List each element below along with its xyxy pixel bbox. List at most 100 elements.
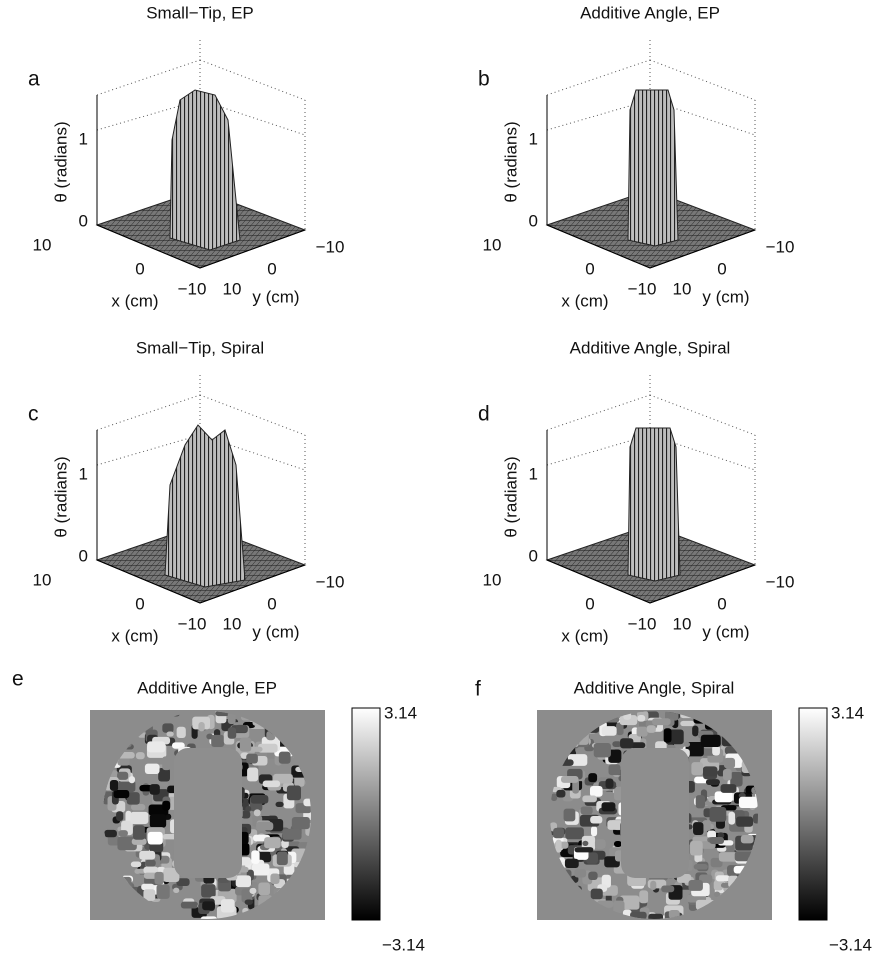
phase-blob: [688, 880, 702, 891]
phase-blob: [114, 790, 130, 798]
phase-blob: [637, 715, 645, 722]
phase-blob: [117, 772, 128, 780]
z-axis-label: θ (radians): [51, 456, 70, 537]
phase-blob: [236, 725, 248, 732]
phase-blob: [555, 840, 561, 853]
phase-blob: [252, 863, 269, 875]
phase-blob: [574, 847, 593, 852]
y-tick-label: −10: [766, 237, 795, 256]
box-line: [200, 60, 305, 100]
panel-letter: e: [12, 668, 24, 691]
phase-blob: [181, 902, 198, 909]
y-axis-label: y (cm): [252, 622, 299, 641]
phase-blob: [690, 841, 703, 856]
z-tick-label: 1: [529, 129, 538, 148]
z-tick-label: 0: [529, 211, 538, 230]
x-tick-label: 0: [135, 259, 144, 278]
phase-blob: [706, 779, 720, 785]
phase-blob: [162, 756, 170, 770]
phase-blob: [116, 811, 123, 821]
panel-letter: a: [28, 68, 40, 91]
phase-blob: [136, 752, 145, 759]
phase-blob: [245, 900, 253, 905]
y-axis-label: y (cm): [702, 622, 749, 641]
box-line: [97, 395, 200, 430]
phase-blob: [240, 738, 251, 752]
phase-blob: [247, 767, 258, 781]
phase-blob: [130, 812, 148, 824]
phase-blob: [736, 816, 753, 826]
phase-blob: [652, 718, 671, 725]
panel-letter: d: [478, 403, 490, 426]
surface-panel: Small−Tip, Spiralcθ (radians)01100−10100…: [28, 338, 344, 645]
colorbar: [799, 708, 827, 920]
phase-blob: [131, 804, 145, 810]
phase-blob: [150, 814, 166, 828]
phase-blob: [154, 872, 163, 885]
x-tick-label: 10: [33, 235, 52, 254]
x-tick-label: −10: [178, 614, 207, 633]
phase-blob: [133, 825, 145, 840]
phase-blob: [270, 873, 279, 884]
phase-blob: [282, 829, 301, 840]
phase-blob: [104, 830, 117, 837]
phase-blob: [702, 820, 711, 831]
phase-blob: [556, 790, 565, 798]
surface-panel: Additive Angle, EPbθ (radians)01100−1010…: [478, 3, 794, 310]
phase-blob: [129, 776, 135, 783]
phase-blob: [166, 732, 173, 737]
x-tick-label: 0: [585, 594, 594, 613]
box-line: [200, 395, 305, 435]
surface-peak: [628, 428, 680, 581]
phase-blob: [691, 762, 703, 775]
z-tick-label: 0: [79, 546, 88, 565]
phase-blob: [639, 890, 648, 903]
phase-blob: [157, 884, 170, 898]
phase-blob: [236, 875, 251, 887]
y-tick-label: 0: [717, 594, 726, 613]
phase-blob: [614, 841, 622, 847]
phase-blob: [703, 767, 718, 777]
y-tick-label: 0: [267, 259, 276, 278]
panel-title: Additive Angle, Spiral: [570, 338, 731, 357]
phase-blob: [150, 784, 160, 795]
panel-letter: b: [478, 68, 490, 91]
colorbar-min-label: −3.14: [382, 935, 425, 954]
phase-blob: [258, 883, 270, 896]
phase-blob: [716, 875, 730, 881]
y-tick-label: 0: [717, 259, 726, 278]
x-axis-label: x (cm): [111, 626, 158, 645]
phase-blob: [724, 758, 735, 768]
phase-blob: [650, 881, 656, 890]
phase-blob: [715, 791, 733, 802]
surface-peak: [165, 425, 245, 587]
panel-title: Additive Angle, EP: [137, 678, 277, 697]
phase-blob: [256, 822, 273, 830]
phase-blob: [661, 886, 674, 893]
phase-blob: [637, 727, 648, 737]
phase-blob: [264, 837, 281, 848]
y-tick-label: −10: [766, 572, 795, 591]
x-tick-label: −10: [178, 279, 207, 298]
x-tick-label: −10: [628, 279, 657, 298]
phase-blob: [277, 851, 288, 865]
phase-blob: [721, 784, 737, 793]
phase-blob: [202, 901, 215, 910]
x-tick-label: 10: [33, 570, 52, 589]
z-tick-label: 0: [529, 546, 538, 565]
phase-blob: [582, 795, 597, 802]
phase-blob: [701, 735, 721, 747]
phase-blob: [594, 743, 611, 757]
figure: Small−Tip, EPaθ (radians)01100−10100−10x…: [0, 0, 895, 961]
z-axis-label: θ (radians): [501, 456, 520, 537]
phase-blob: [211, 735, 224, 747]
phase-blob: [119, 830, 128, 836]
phase-blob: [609, 764, 621, 775]
phase-blob: [647, 725, 656, 733]
z-axis-label: θ (radians): [501, 121, 520, 202]
colorbar-max-label: 3.14: [384, 703, 417, 722]
phase-blob: [201, 884, 216, 897]
phase-blob: [582, 841, 588, 846]
phase-map-panel: e Additive Angle, EP 3.14 −3.14: [12, 668, 425, 955]
